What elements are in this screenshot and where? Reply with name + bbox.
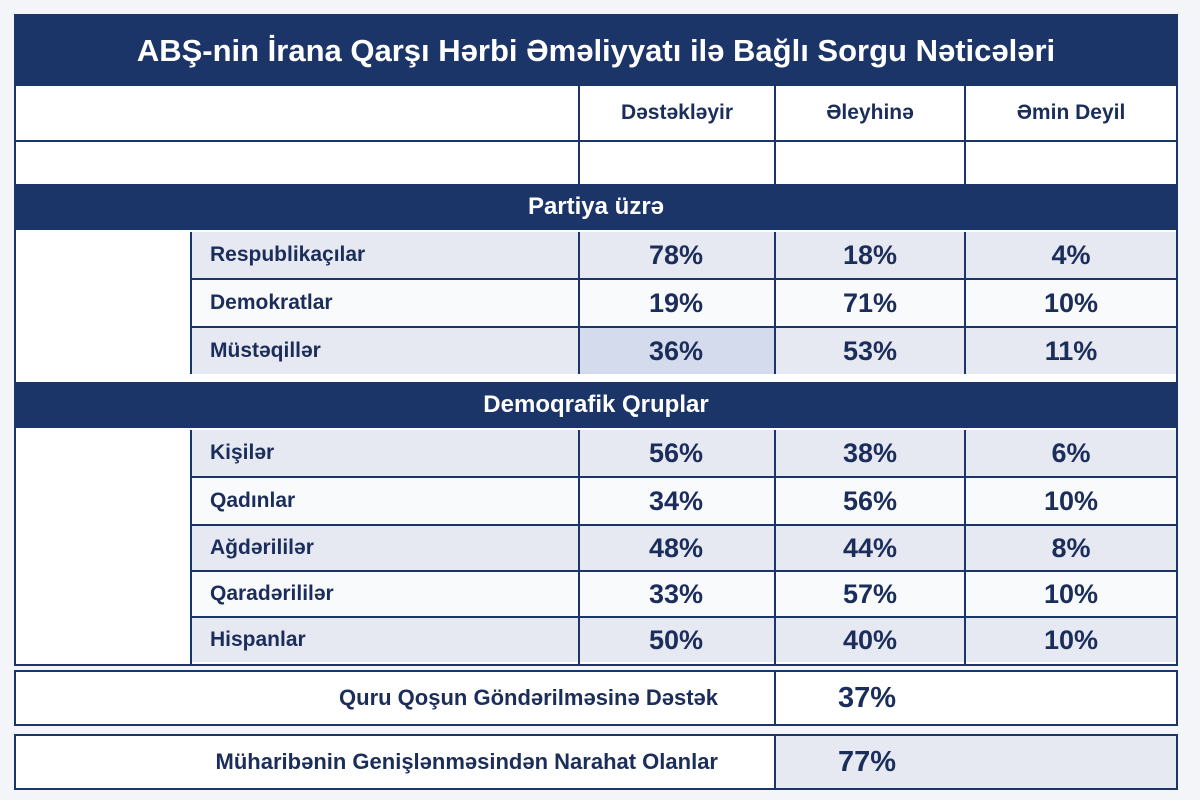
row-label: Qaradərililər [210,582,334,605]
divider [190,616,1176,618]
column-header-against: Əleyhinə [826,101,914,124]
table-row: Qaradərililər 33% 57% 10% [190,572,1176,616]
summary-value: 37% [838,681,897,714]
divider [578,86,580,184]
value-against: 18% [842,239,898,270]
summary-label: Quru Qoşun Göndərilməsinə Dəstək [339,685,718,710]
table-row: Kişilər 56% 38% 6% [190,430,1176,476]
divider [774,86,776,184]
value-against: 53% [842,335,898,366]
divider [964,430,966,664]
results-table: ABŞ-nin İrana Qarşı Hərbi Əməliyyatı ilə… [14,14,1178,666]
row-label: Ağdərililər [210,536,314,559]
column-header-row: Dəstəkləyir Əleyhinə Əmin Deyil [16,86,1176,142]
divider [774,672,776,724]
divider [774,430,776,664]
row-label: Demokratlar [210,291,333,314]
table-row: Müstəqillər 36% 53% 11% [190,328,1176,374]
divider [774,232,776,374]
value-against: 56% [842,485,898,516]
value-against: 40% [842,624,898,655]
section-header-demographics: Demoqrafik Qruplar [16,382,1176,428]
column-header-unsure: Əmin Deyil [1016,101,1126,124]
divider [964,86,966,184]
value-unsure: 10% [1043,624,1099,655]
table-row: Qadınlar 34% 56% 10% [190,478,1176,524]
row-label: Respublikaçılar [210,243,366,266]
value-unsure: 8% [1051,532,1091,563]
blank-row [16,142,1176,184]
row-label: Kişilər [210,441,275,464]
value-support: 56% [648,437,704,468]
value-support: 78% [648,239,704,270]
divider [190,570,1176,572]
divider [190,476,1176,478]
table-row: Ağdərililər 48% 44% 8% [190,526,1176,570]
divider [578,430,580,664]
divider [190,430,192,664]
value-support: 36% [578,328,774,374]
divider [190,326,1176,328]
divider [190,524,1176,526]
summary-label: Müharibənin Genişlənməsindən Narahat Ola… [215,749,718,774]
value-support: 33% [648,578,704,609]
divider [190,232,192,374]
divider [964,232,966,374]
table-row: Demokratlar 19% 71% 10% [190,280,1176,326]
value-unsure: 10% [1043,287,1099,318]
value-unsure: 10% [1043,578,1099,609]
value-unsure: 11% [1044,335,1098,366]
section-header-party: Partiya üzrə [16,184,1176,230]
value-unsure: 10% [1043,485,1099,516]
value-unsure: 6% [1051,437,1091,468]
summary-ground-troops: Quru Qoşun Göndərilməsinə Dəstək 37% [14,670,1178,726]
value-support: 19% [648,287,704,318]
summary-war-concern: Müharibənin Genişlənməsindən Narahat Ola… [14,734,1178,790]
summary-value: 77% [838,745,897,778]
column-header-support: Dəstəkləyir [620,101,734,124]
value-support: 50% [648,624,704,655]
row-label: Hispanlar [210,628,306,651]
table-row: Respublikaçılar 78% 18% 4% [190,232,1176,278]
value-against: 38% [842,437,898,468]
divider [578,232,580,374]
value-unsure: 4% [1051,239,1091,270]
value-against: 44% [842,532,898,563]
value-support: 48% [648,532,704,563]
row-label: Müstəqillər [210,339,321,362]
row-label: Qadınlar [210,489,296,512]
divider [190,278,1176,280]
divider [774,736,776,788]
value-against: 57% [842,578,898,609]
summary-value-background [776,736,1176,788]
value-support: 34% [648,485,704,516]
value-against: 71% [842,287,898,318]
table-row: Hispanlar 50% 40% 10% [190,618,1176,662]
table-title: ABŞ-nin İrana Qarşı Hərbi Əməliyyatı ilə… [16,16,1176,86]
